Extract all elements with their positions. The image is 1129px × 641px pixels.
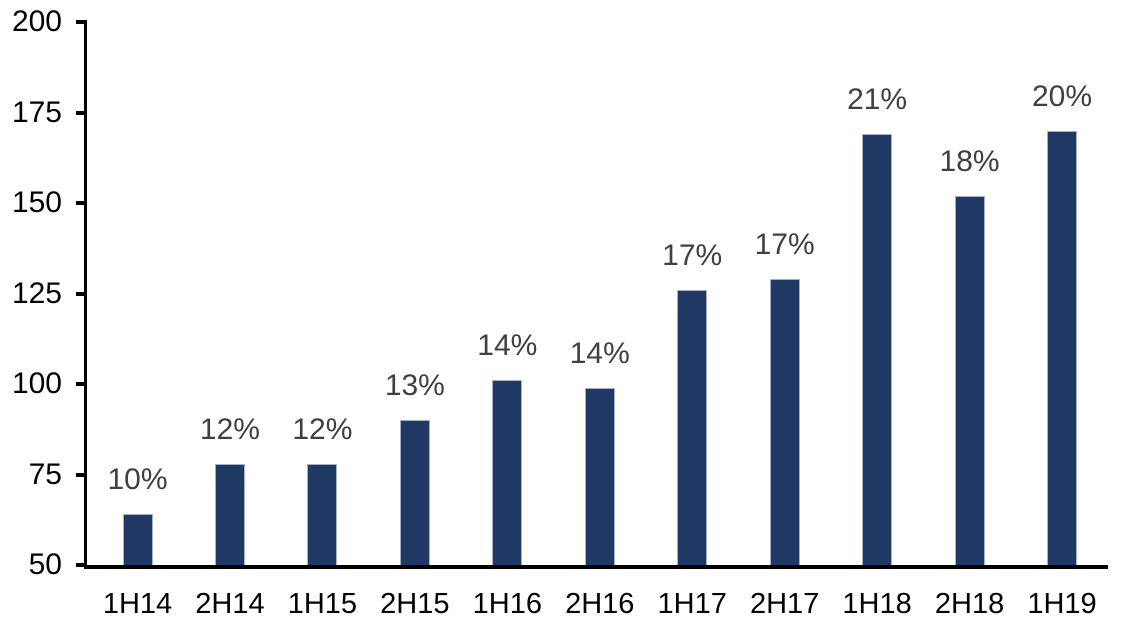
x-axis-tick-label: 1H17 bbox=[657, 588, 727, 620]
y-axis-tick bbox=[76, 472, 85, 477]
bar bbox=[1047, 130, 1077, 565]
bar-value-label: 21% bbox=[847, 83, 908, 117]
x-axis-tick-label: 2H14 bbox=[195, 588, 265, 620]
bar-value-label: 14% bbox=[569, 336, 630, 370]
y-axis-line bbox=[84, 20, 87, 569]
x-axis-tick-label: 1H14 bbox=[102, 588, 173, 620]
x-axis-tick-label: 1H18 bbox=[842, 588, 912, 620]
bar-value-label: 17% bbox=[662, 238, 723, 272]
y-axis-tick bbox=[76, 20, 85, 24]
x-axis-tick-label: 2H16 bbox=[565, 588, 635, 620]
y-axis-tick-label: 125 bbox=[11, 276, 62, 310]
y-axis-tick-label: 50 bbox=[28, 548, 62, 581]
y-axis-tick bbox=[76, 382, 85, 386]
y-axis-tick-label: 100 bbox=[11, 367, 62, 400]
bar-value-label: 10% bbox=[107, 463, 168, 497]
x-axis-line bbox=[84, 565, 1108, 569]
y-axis-tick bbox=[76, 291, 85, 296]
x-axis-tick-label: 1H15 bbox=[287, 588, 358, 620]
bar bbox=[954, 195, 985, 565]
y-axis-tick bbox=[76, 563, 85, 567]
bar-value-label: 18% bbox=[939, 144, 1000, 178]
x-axis-tick-label: 1H19 bbox=[1027, 588, 1097, 620]
x-axis-tick-label: 1H16 bbox=[472, 588, 542, 620]
bar bbox=[677, 289, 708, 565]
bar-value-label: 20% bbox=[1031, 79, 1093, 113]
bar-value-label: 12% bbox=[199, 412, 260, 446]
bar bbox=[307, 463, 338, 565]
bar bbox=[214, 463, 245, 565]
bar bbox=[769, 279, 800, 565]
x-axis-tick-label: 2H18 bbox=[934, 588, 1005, 620]
x-axis-tick-label: 2H17 bbox=[749, 588, 820, 620]
y-axis-tick bbox=[76, 201, 85, 205]
bar bbox=[492, 380, 523, 565]
y-axis-tick-label: 75 bbox=[28, 457, 62, 491]
x-axis-tick-label: 2H15 bbox=[380, 588, 450, 620]
y-axis-tick-label: 175 bbox=[11, 95, 62, 129]
bar-value-label: 12% bbox=[292, 412, 353, 446]
bar-value-label: 13% bbox=[384, 369, 445, 403]
bar bbox=[862, 134, 893, 565]
y-axis-tick bbox=[76, 110, 85, 115]
bar-value-label: 14% bbox=[477, 329, 538, 363]
bar bbox=[122, 514, 153, 565]
y-axis-tick-label: 150 bbox=[11, 186, 62, 219]
bar-value-label: 17% bbox=[754, 228, 815, 262]
bar bbox=[584, 387, 615, 565]
y-axis-tick-label: 200 bbox=[11, 5, 62, 38]
bar bbox=[399, 420, 430, 565]
